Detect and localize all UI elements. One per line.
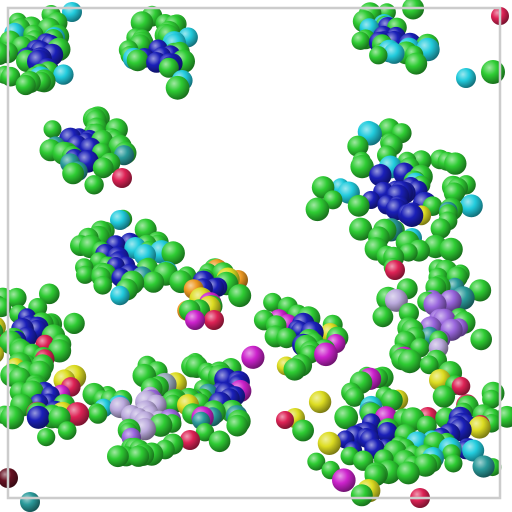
green-sphere (208, 430, 231, 453)
simulation-box-frame (6, 6, 502, 500)
blue-sphere (26, 405, 50, 429)
green-sphere (469, 279, 492, 302)
yellow-sphere (0, 346, 4, 362)
green-sphere (226, 414, 249, 437)
green-sphere (470, 328, 493, 351)
magenta-sphere (241, 345, 265, 369)
green-sphere (405, 52, 428, 75)
green-sphere (37, 428, 56, 447)
magenta-sphere (185, 310, 205, 330)
green-sphere (444, 152, 467, 175)
green-sphere (15, 74, 36, 96)
red-sphere (451, 376, 471, 396)
cyan-sphere (110, 210, 130, 230)
green-sphere (6, 287, 27, 308)
green-sphere (372, 306, 394, 328)
green-sphere (482, 389, 501, 409)
green-sphere (163, 394, 183, 414)
yellow-sphere (308, 390, 332, 414)
magenta-sphere (332, 468, 356, 493)
green-sphere (107, 445, 129, 468)
red-sphere (65, 402, 90, 426)
red-sphere (204, 310, 224, 330)
green-sphere (43, 120, 62, 139)
green-sphere (39, 283, 60, 305)
green-sphere (307, 452, 326, 471)
green-sphere (369, 46, 388, 65)
green-sphere (347, 135, 369, 157)
blue-sphere (377, 422, 398, 443)
green-sphere (432, 385, 456, 408)
blue-sphere (369, 164, 392, 187)
green-sphere (93, 276, 112, 295)
green-sphere (62, 162, 84, 185)
green-sphere (349, 217, 373, 241)
cyan-sphere (456, 68, 476, 88)
cyan-sphere (383, 42, 405, 64)
green-sphere (130, 11, 154, 34)
green-sphere (481, 60, 505, 84)
green-sphere (351, 31, 370, 50)
green-sphere (126, 49, 149, 72)
cyan-sphere (460, 194, 483, 218)
green-sphere (350, 484, 373, 507)
green-sphere (344, 387, 365, 407)
green-sphere (292, 419, 314, 442)
cyan-sphere (110, 285, 130, 306)
red-sphere (112, 168, 132, 188)
green-sphere (439, 237, 463, 262)
yellow-sphere (468, 416, 491, 439)
green-sphere (158, 57, 179, 78)
green-sphere (276, 327, 297, 349)
green-sphere (63, 312, 85, 334)
cyan-sphere (462, 439, 485, 462)
teal-sphere (472, 455, 495, 478)
red-sphere (385, 260, 405, 280)
green-sphere (444, 454, 463, 473)
green-sphere (0, 405, 25, 430)
green-sphere (419, 355, 439, 375)
green-sphere (228, 284, 252, 308)
green-sphere (413, 453, 438, 477)
green-sphere (396, 461, 420, 485)
yellow-sphere (317, 431, 341, 455)
green-sphere (88, 405, 108, 424)
green-sphere (283, 358, 306, 381)
green-sphere (127, 445, 150, 467)
green-sphere (76, 265, 95, 284)
green-sphere (334, 405, 359, 430)
green-sphere (263, 292, 283, 312)
red-sphere (180, 430, 200, 450)
green-sphere (347, 194, 370, 217)
green-sphere (142, 271, 165, 293)
green-sphere (430, 218, 451, 239)
green-sphere (57, 421, 77, 440)
green-sphere (195, 423, 215, 442)
green-sphere (92, 157, 114, 179)
green-sphere (398, 302, 419, 324)
green-sphere (350, 154, 374, 179)
green-sphere (397, 349, 422, 374)
green-sphere (0, 66, 21, 87)
cyan-sphere (53, 64, 74, 85)
green-sphere (161, 241, 185, 265)
red-sphere (276, 411, 294, 429)
green-sphere (402, 0, 425, 20)
green-sphere (84, 175, 104, 195)
green-sphere (381, 389, 403, 412)
blue-sphere (400, 204, 424, 227)
teal-sphere (20, 492, 40, 512)
green-sphere (165, 75, 190, 100)
magenta-sphere (314, 342, 338, 367)
green-sphere (305, 197, 330, 222)
